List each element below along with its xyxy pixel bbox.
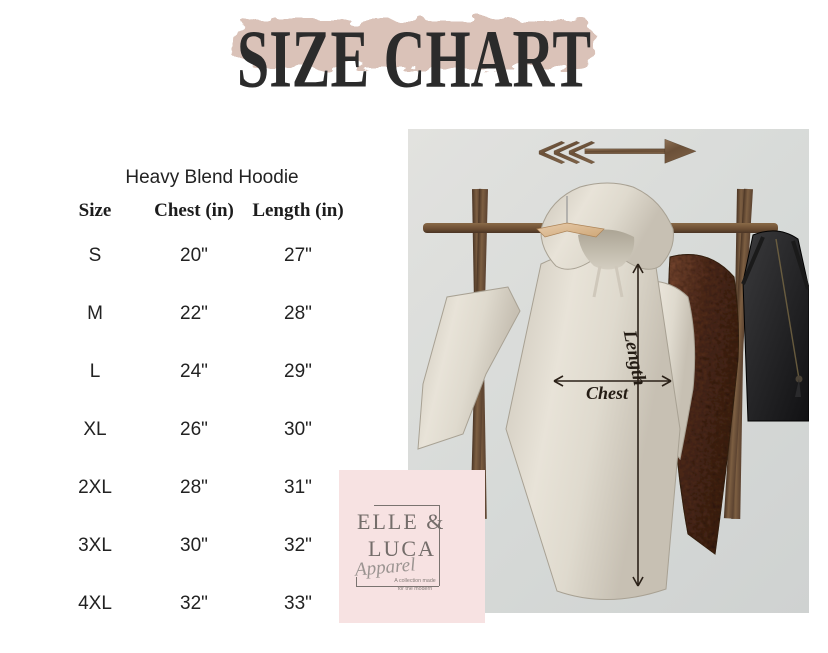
svg-text:Length: Length bbox=[619, 328, 650, 388]
svg-text:Chest: Chest bbox=[586, 383, 629, 403]
